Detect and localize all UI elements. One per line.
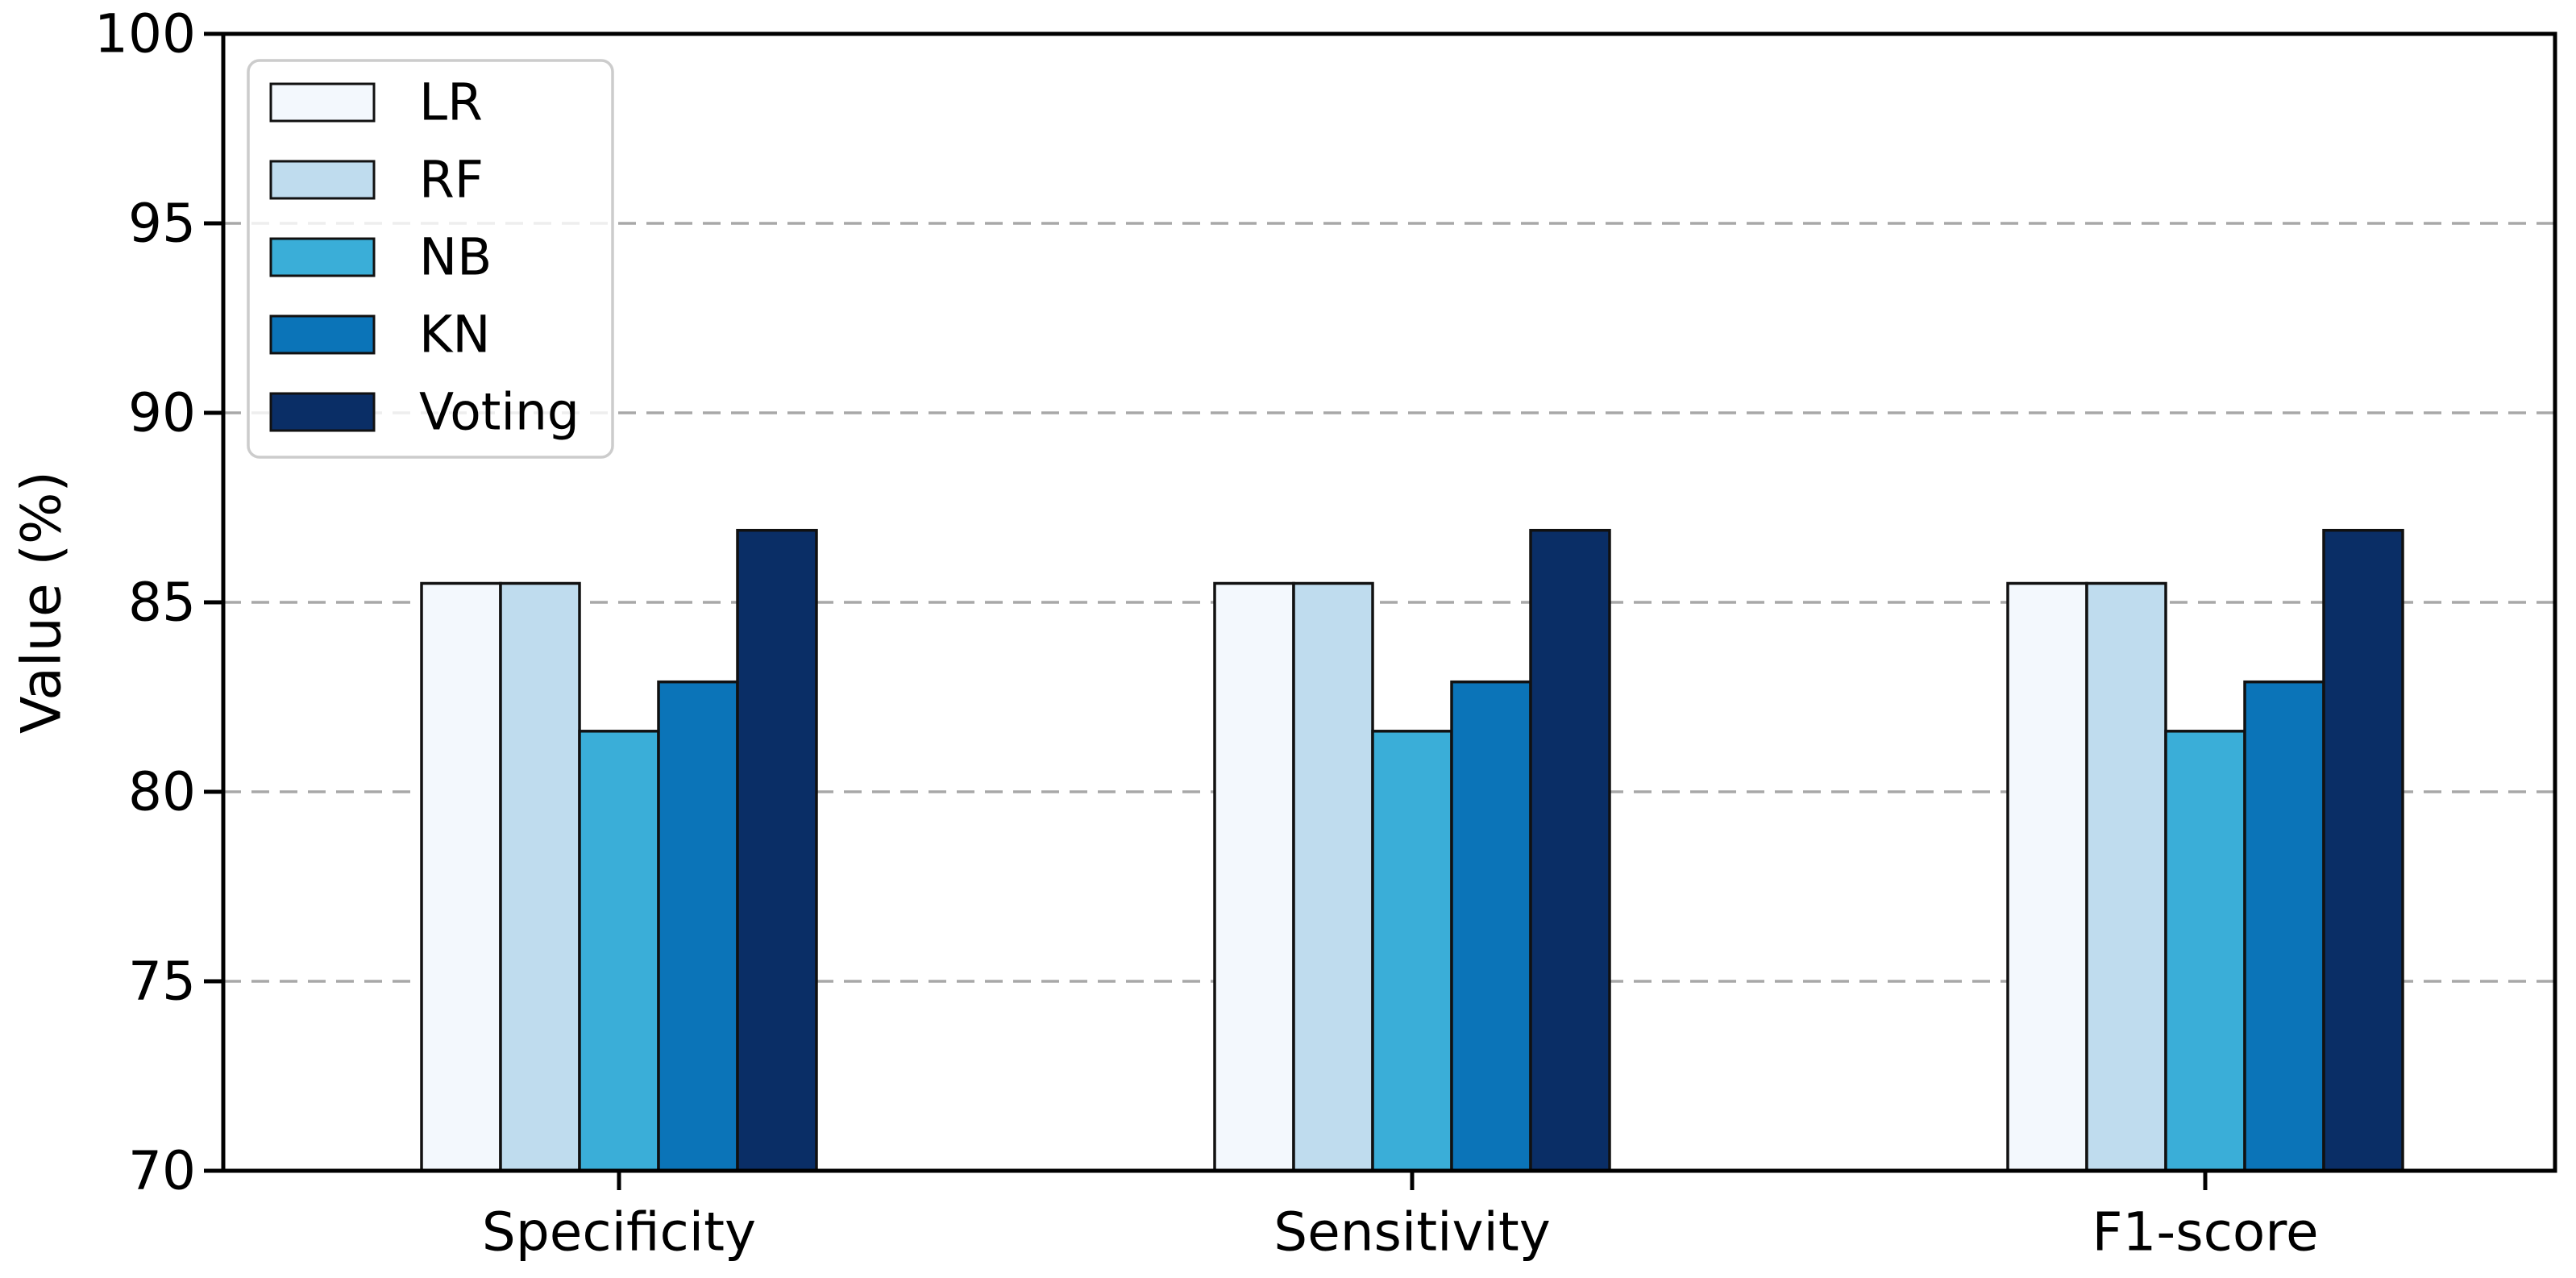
y-tick-label-80: 80 <box>128 761 196 823</box>
legend-label-nb: NB <box>419 228 492 287</box>
bar-rf-f1-score <box>2085 581 2167 1172</box>
x-tick-label-f1-score: F1-score <box>2092 1201 2318 1263</box>
y-tick-label-70: 70 <box>128 1140 196 1202</box>
y-axis-label: Value (%) <box>10 471 74 734</box>
y-tick-label-95: 95 <box>128 193 196 255</box>
legend-swatch-nb <box>269 237 376 277</box>
legend-label-lr: LR <box>419 73 483 132</box>
legend-label-rf: RF <box>419 151 484 210</box>
bar-kn-f1-score <box>2243 680 2325 1172</box>
bar-nb-specificity <box>578 730 660 1172</box>
bar-kn-specificity <box>657 680 739 1172</box>
legend-swatch-lr <box>269 82 376 123</box>
y-tick-label-100: 100 <box>94 3 196 65</box>
legend-box <box>247 59 614 459</box>
legend-label-kn: KN <box>419 306 490 364</box>
bar-lr-f1-score <box>2006 581 2088 1172</box>
x-tick-label-sensitivity: Sensitivity <box>1273 1201 1551 1263</box>
x-tick-label-specificity: Specificity <box>482 1201 756 1263</box>
bar-rf-sensitivity <box>1292 581 1374 1172</box>
bar-rf-specificity <box>499 581 581 1172</box>
y-tick-label-75: 75 <box>128 951 196 1013</box>
bar-lr-specificity <box>420 581 502 1172</box>
legend-swatch-voting <box>269 392 376 432</box>
legend-swatch-rf <box>269 160 376 200</box>
legend-label-voting: Voting <box>419 383 580 442</box>
bar-voting-sensitivity <box>1529 528 1611 1172</box>
y-tick-label-85: 85 <box>128 572 196 634</box>
bar-voting-specificity <box>736 528 818 1172</box>
bar-nb-sensitivity <box>1371 730 1453 1172</box>
bar-voting-f1-score <box>2322 528 2404 1172</box>
y-tick-label-90: 90 <box>128 382 196 444</box>
bar-lr-sensitivity <box>1213 581 1295 1172</box>
bar-nb-f1-score <box>2164 730 2246 1172</box>
bar-kn-sensitivity <box>1450 680 1532 1172</box>
legend-swatch-kn <box>269 314 376 355</box>
